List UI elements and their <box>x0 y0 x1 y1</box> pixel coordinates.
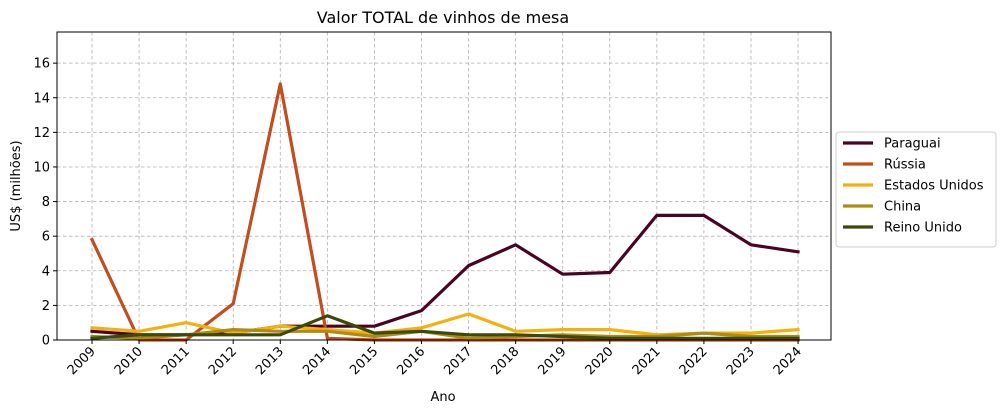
x-tick-label: 2017 <box>441 344 475 378</box>
x-tick-label: 2009 <box>65 344 99 378</box>
legend-label: Paraguai <box>884 137 941 152</box>
y-tick-label: 4 <box>42 264 50 279</box>
legend-label: China <box>884 200 921 215</box>
y-tick-label: 6 <box>42 230 50 245</box>
legend: Paraguai Rússia Estados Unidos China Reino U… <box>835 131 997 248</box>
legend-label: Estados Unidos <box>884 179 984 194</box>
x-tick-label: 2024 <box>771 344 805 378</box>
x-tick-label: 2022 <box>677 344 711 378</box>
x-tick-label: 2014 <box>300 344 334 378</box>
x-tick-label: 2013 <box>253 344 287 378</box>
y-axis-title: US$ (milhões) <box>9 140 24 231</box>
x-tick-label: 2016 <box>394 344 428 378</box>
legend-box <box>835 131 997 248</box>
x-tick-label: 2021 <box>630 344 664 378</box>
chart-title: Valor TOTAL de vinhos de mesa <box>317 8 569 27</box>
x-axis: 2009 2010 2011 2012 2013 2014 2015 2016 2017 2018… <box>65 340 805 378</box>
y-tick-label: 12 <box>33 126 50 141</box>
x-tick-label: 2012 <box>206 344 240 378</box>
series-lines <box>89 82 800 342</box>
y-axis: 0 2 4 6 8 10 12 14 16 <box>33 57 57 349</box>
series-line <box>90 314 800 341</box>
y-tick-label: 14 <box>33 91 50 106</box>
y-tick-label: 8 <box>42 195 50 210</box>
legend-label: Rússia <box>884 158 926 173</box>
x-tick-label: 2019 <box>536 344 570 378</box>
series-line <box>90 328 800 340</box>
x-axis-title: Ano <box>430 390 455 405</box>
grid <box>57 32 831 341</box>
y-tick-label: 10 <box>33 160 50 175</box>
x-tick-label: 2023 <box>724 344 758 378</box>
y-tick-label: 16 <box>33 57 50 72</box>
legend-label: Reino Unido <box>884 221 962 236</box>
x-tick-label: 2018 <box>488 344 522 378</box>
x-tick-label: 2011 <box>159 344 193 378</box>
y-tick-label: 2 <box>42 299 50 314</box>
y-tick-label: 0 <box>42 334 50 349</box>
series-line <box>89 82 800 342</box>
x-tick-label: 2010 <box>112 344 146 378</box>
plot-frame <box>56 31 832 341</box>
series-line <box>90 213 800 337</box>
x-tick-label: 2020 <box>583 344 617 378</box>
x-tick-label: 2015 <box>347 344 381 378</box>
